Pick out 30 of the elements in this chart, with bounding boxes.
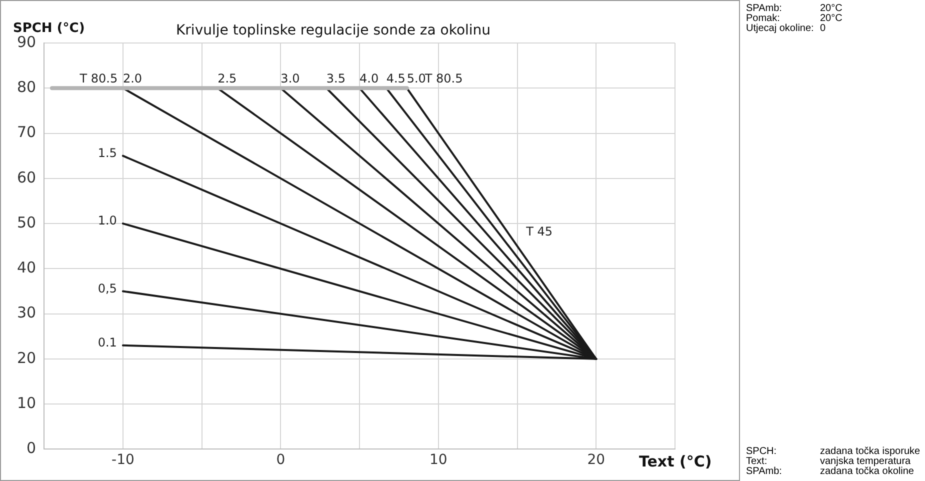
series-label: 0.1	[98, 336, 117, 350]
y-tick-label: 10	[16, 394, 36, 412]
series-label: 3.0	[280, 71, 300, 86]
symbol-key: SPCH: zadana točka isporuke Text: vanjska temperatura SPAmb: zadana točka okoline	[746, 447, 925, 477]
annotation: T 80.5	[78, 71, 118, 86]
series-label: 3.5	[326, 71, 346, 86]
x-tick-label: 20	[587, 452, 606, 468]
series-label: 4.5	[386, 71, 406, 86]
x-tick-label: 10	[429, 452, 448, 468]
y-tick-label: 70	[16, 123, 36, 142]
series-label: 4.0	[360, 71, 379, 86]
x-tick-label: 0	[276, 452, 286, 468]
series-label: 2.0	[122, 71, 142, 86]
series-label: 1.5	[98, 146, 117, 160]
annotation: T 80.5	[424, 71, 463, 86]
series-label: 0,5	[98, 281, 117, 296]
x-tick-label: -10	[112, 452, 134, 468]
y-tick-label: 80	[16, 78, 36, 96]
y-tick-label: 30	[16, 304, 36, 322]
y-tick-label: 50	[16, 213, 36, 232]
y-tick-label: 40	[16, 258, 36, 277]
annotation: T 45	[525, 224, 553, 239]
y-tick-label: 20	[16, 348, 36, 367]
series-label: 5.0	[406, 71, 426, 86]
series-label: 2.5	[218, 71, 237, 86]
chart-title: Krivulje toplinske regulacije sonde za okolinu	[176, 22, 491, 39]
series-label: 1.0	[98, 214, 117, 228]
settings-table: SPAmb: 20°C Pomak: 20°C Utjecaj okoline: 0	[746, 4, 925, 34]
x-axis-title: Text (°C)	[639, 452, 712, 471]
y-tick-label: 60	[16, 168, 36, 186]
